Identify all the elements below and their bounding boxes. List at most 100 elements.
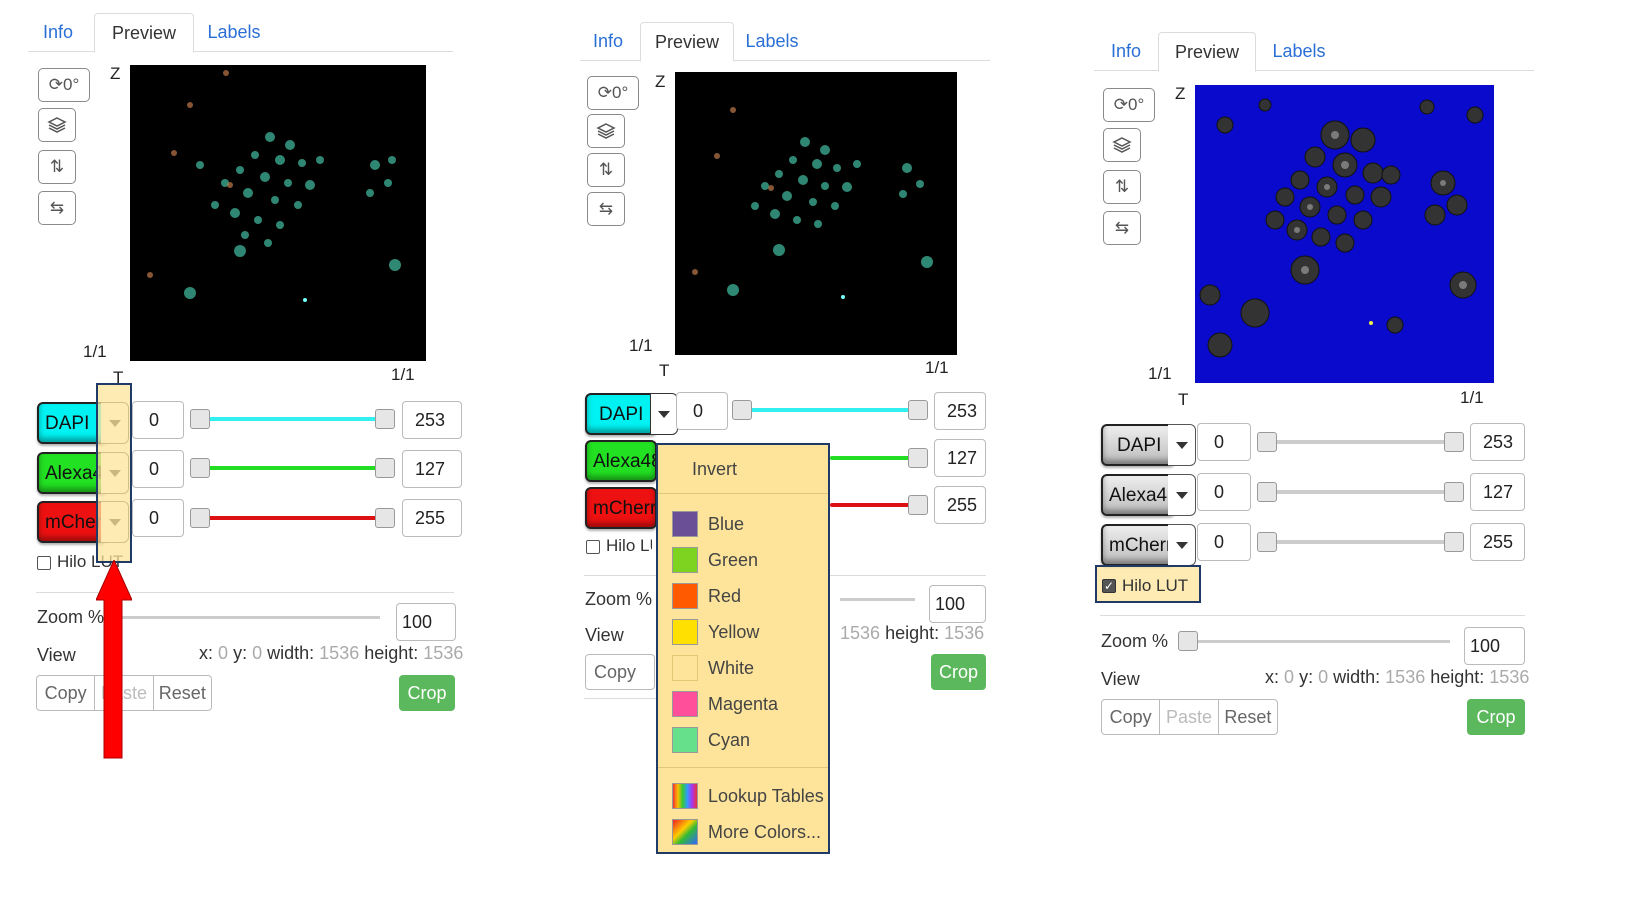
paste-button[interactable]: Paste [1160, 700, 1219, 734]
channel-min-mcherry[interactable]: 0 [1197, 523, 1251, 561]
channel-dropdown-alexa[interactable] [1168, 474, 1196, 516]
channel-dropdown-mcherry[interactable] [1168, 524, 1196, 566]
crop-button[interactable]: Crop [399, 675, 455, 711]
tab-info[interactable]: Info [592, 31, 624, 51]
channel-min-mcherry[interactable]: 0 [132, 499, 184, 537]
flip-horizontal-icon: ⇆ [598, 199, 614, 218]
color-option-yellow[interactable]: Yellow [708, 622, 760, 642]
channel-max-alexa[interactable]: 127 [402, 450, 462, 488]
slider-max-handle[interactable] [908, 400, 928, 420]
slider-min-handle[interactable] [1257, 432, 1277, 452]
flip-vertical-button[interactable]: ⇅ [587, 153, 625, 187]
channel-button-mcherry[interactable]: mCherry [585, 487, 657, 529]
layers-button[interactable] [587, 114, 625, 148]
zoom-input[interactable]: 100 [929, 585, 986, 623]
zoom-handle[interactable] [1178, 631, 1198, 651]
flip-horizontal-button[interactable]: ⇆ [587, 192, 625, 226]
layers-button[interactable] [1103, 128, 1141, 162]
tab-preview[interactable]: Preview [1158, 32, 1256, 72]
channel-dropdown-dapi[interactable] [1168, 424, 1196, 466]
channel-max-dapi[interactable]: 253 [1470, 423, 1525, 461]
zoom-slider[interactable] [840, 598, 915, 601]
zoom-slider[interactable] [1186, 640, 1450, 643]
tab-labels[interactable]: Labels [1272, 41, 1326, 61]
invert-option[interactable]: Invert [692, 459, 738, 479]
channel-min-dapi[interactable]: 0 [676, 392, 728, 430]
slider-max-handle[interactable] [375, 458, 395, 478]
slider-max-handle[interactable] [375, 409, 395, 429]
channel-button-dapi[interactable]: DAPI [37, 402, 107, 444]
lookup-tables-option[interactable]: Lookup Tables [708, 786, 824, 806]
tab-info[interactable]: Info [1110, 41, 1142, 61]
channel-button-dapi[interactable]: DAPI [1101, 424, 1175, 466]
channel-max-alexa[interactable]: 127 [934, 439, 986, 477]
tab-info[interactable]: Info [42, 22, 74, 42]
rotate-button[interactable]: ⟳ 0° [1103, 88, 1155, 122]
flip-vertical-button[interactable]: ⇅ [1103, 170, 1141, 204]
slider-max-handle[interactable] [1444, 482, 1464, 502]
zoom-slider[interactable] [120, 616, 380, 619]
slider-min-handle[interactable] [190, 458, 210, 478]
image-preview[interactable] [130, 65, 426, 361]
hilo-checkbox[interactable] [37, 556, 51, 570]
channel-max-alexa[interactable]: 127 [1470, 473, 1525, 511]
flip-horizontal-button[interactable]: ⇆ [38, 191, 76, 225]
channel-max-dapi[interactable]: 253 [934, 392, 986, 430]
channel-max-mcherry[interactable]: 255 [402, 499, 462, 537]
slider-max-handle[interactable] [375, 508, 395, 528]
slider-min-handle[interactable] [190, 508, 210, 528]
copy-button[interactable]: Copy [37, 676, 96, 710]
reset-button[interactable]: Reset [1224, 707, 1272, 727]
color-option-blue[interactable]: Blue [708, 514, 745, 534]
color-option-white[interactable]: White [708, 658, 755, 678]
slider-min-handle[interactable] [190, 409, 210, 429]
slider-min-handle[interactable] [732, 400, 752, 420]
layers-button[interactable] [38, 108, 76, 142]
channel-min-dapi[interactable]: 0 [1197, 423, 1251, 461]
color-option-magenta[interactable]: Magenta [708, 694, 779, 714]
copy-button[interactable]: Copy [593, 662, 637, 682]
view-button-group: Copy [585, 654, 655, 690]
reset-button[interactable]: Reset [158, 683, 206, 703]
crop-button[interactable]: Crop [931, 654, 986, 690]
slider-max-handle[interactable] [1444, 532, 1464, 552]
flip-horizontal-button[interactable]: ⇆ [1103, 211, 1141, 245]
channel-max-mcherry[interactable]: 255 [934, 486, 986, 524]
rotate-button[interactable]: ⟳ 0° [587, 76, 639, 110]
slider-max-handle[interactable] [1444, 432, 1464, 452]
channel-button-alexa[interactable]: Alexa488 [37, 452, 107, 494]
color-option-red[interactable]: Red [708, 586, 742, 606]
tab-preview[interactable]: Preview [94, 13, 194, 53]
tab-labels[interactable]: Labels [207, 22, 261, 42]
crop-button[interactable]: Crop [1467, 699, 1525, 735]
tab-labels[interactable]: Labels [745, 31, 799, 51]
channel-max-dapi[interactable]: 253 [402, 401, 462, 439]
image-preview[interactable] [675, 72, 957, 355]
white-swatch [672, 655, 698, 681]
color-option-cyan[interactable]: Cyan [708, 730, 751, 750]
hilo-checkbox[interactable] [586, 540, 600, 554]
image-preview-hilo[interactable] [1195, 85, 1494, 383]
channel-button-dapi[interactable]: DAPI [585, 393, 657, 435]
flip-vertical-button[interactable]: ⇅ [38, 150, 76, 184]
color-option-green[interactable]: Green [708, 550, 759, 570]
slider-max-handle[interactable] [908, 448, 928, 468]
zoom-input[interactable]: 100 [396, 603, 456, 641]
slider-min-handle[interactable] [1257, 532, 1277, 552]
rotate-button[interactable]: ⟳ 0° [38, 68, 90, 102]
slider-max-handle[interactable] [908, 495, 928, 515]
channel-max-mcherry[interactable]: 255 [1470, 523, 1525, 561]
channel-min-alexa[interactable]: 0 [1197, 473, 1251, 511]
channel-button-alexa[interactable]: Alexa488 [1101, 474, 1175, 516]
slider-min-handle[interactable] [1257, 482, 1277, 502]
channel-min-alexa[interactable]: 0 [132, 450, 184, 488]
hilo-checkbox-checked[interactable]: ✓ [1102, 579, 1116, 593]
channel-min-dapi[interactable]: 0 [132, 401, 184, 439]
channel-button-mcherry[interactable]: mCherry [1101, 524, 1175, 566]
copy-button[interactable]: Copy [1102, 700, 1161, 734]
tab-preview[interactable]: Preview [640, 22, 734, 62]
t-axis-label: T [113, 368, 124, 387]
zoom-input[interactable]: 100 [1464, 627, 1525, 665]
channel-button-alexa[interactable]: Alexa488 [585, 440, 657, 482]
more-colors-option[interactable]: More Colors... [708, 822, 822, 842]
